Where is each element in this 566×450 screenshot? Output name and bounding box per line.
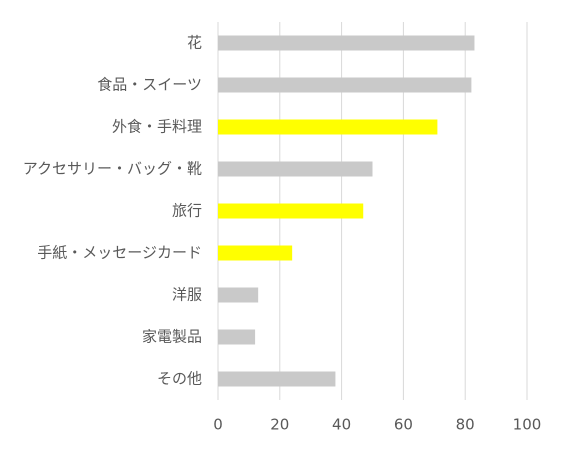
y-tick-label: 家電製品	[142, 328, 202, 346]
y-tick-label: 洋服	[172, 286, 202, 304]
bar	[218, 329, 256, 345]
x-tick-label: 60	[394, 416, 413, 434]
bar	[218, 371, 336, 387]
bar	[218, 287, 259, 303]
bar	[218, 161, 373, 177]
y-tick-label: アクセサリー・バッグ・靴	[23, 160, 202, 178]
bar	[218, 245, 293, 261]
bar	[218, 35, 475, 51]
x-tick-label: 40	[332, 416, 351, 434]
x-tick-label: 20	[270, 416, 289, 434]
y-tick-label: その他	[157, 370, 202, 388]
x-tick-label: 80	[456, 416, 475, 434]
x-tick-label: 0	[213, 416, 223, 434]
y-tick-label: 花	[187, 34, 202, 52]
bar	[218, 203, 364, 219]
y-tick-label: 手紙・メッセージカード	[37, 244, 202, 262]
bar	[218, 77, 472, 93]
bar	[218, 119, 438, 135]
y-tick-label: 旅行	[172, 202, 202, 220]
y-tick-label: 外食・手料理	[112, 118, 202, 136]
x-tick-label: 100	[513, 416, 542, 434]
y-tick-label: 食品・スイーツ	[97, 76, 202, 94]
